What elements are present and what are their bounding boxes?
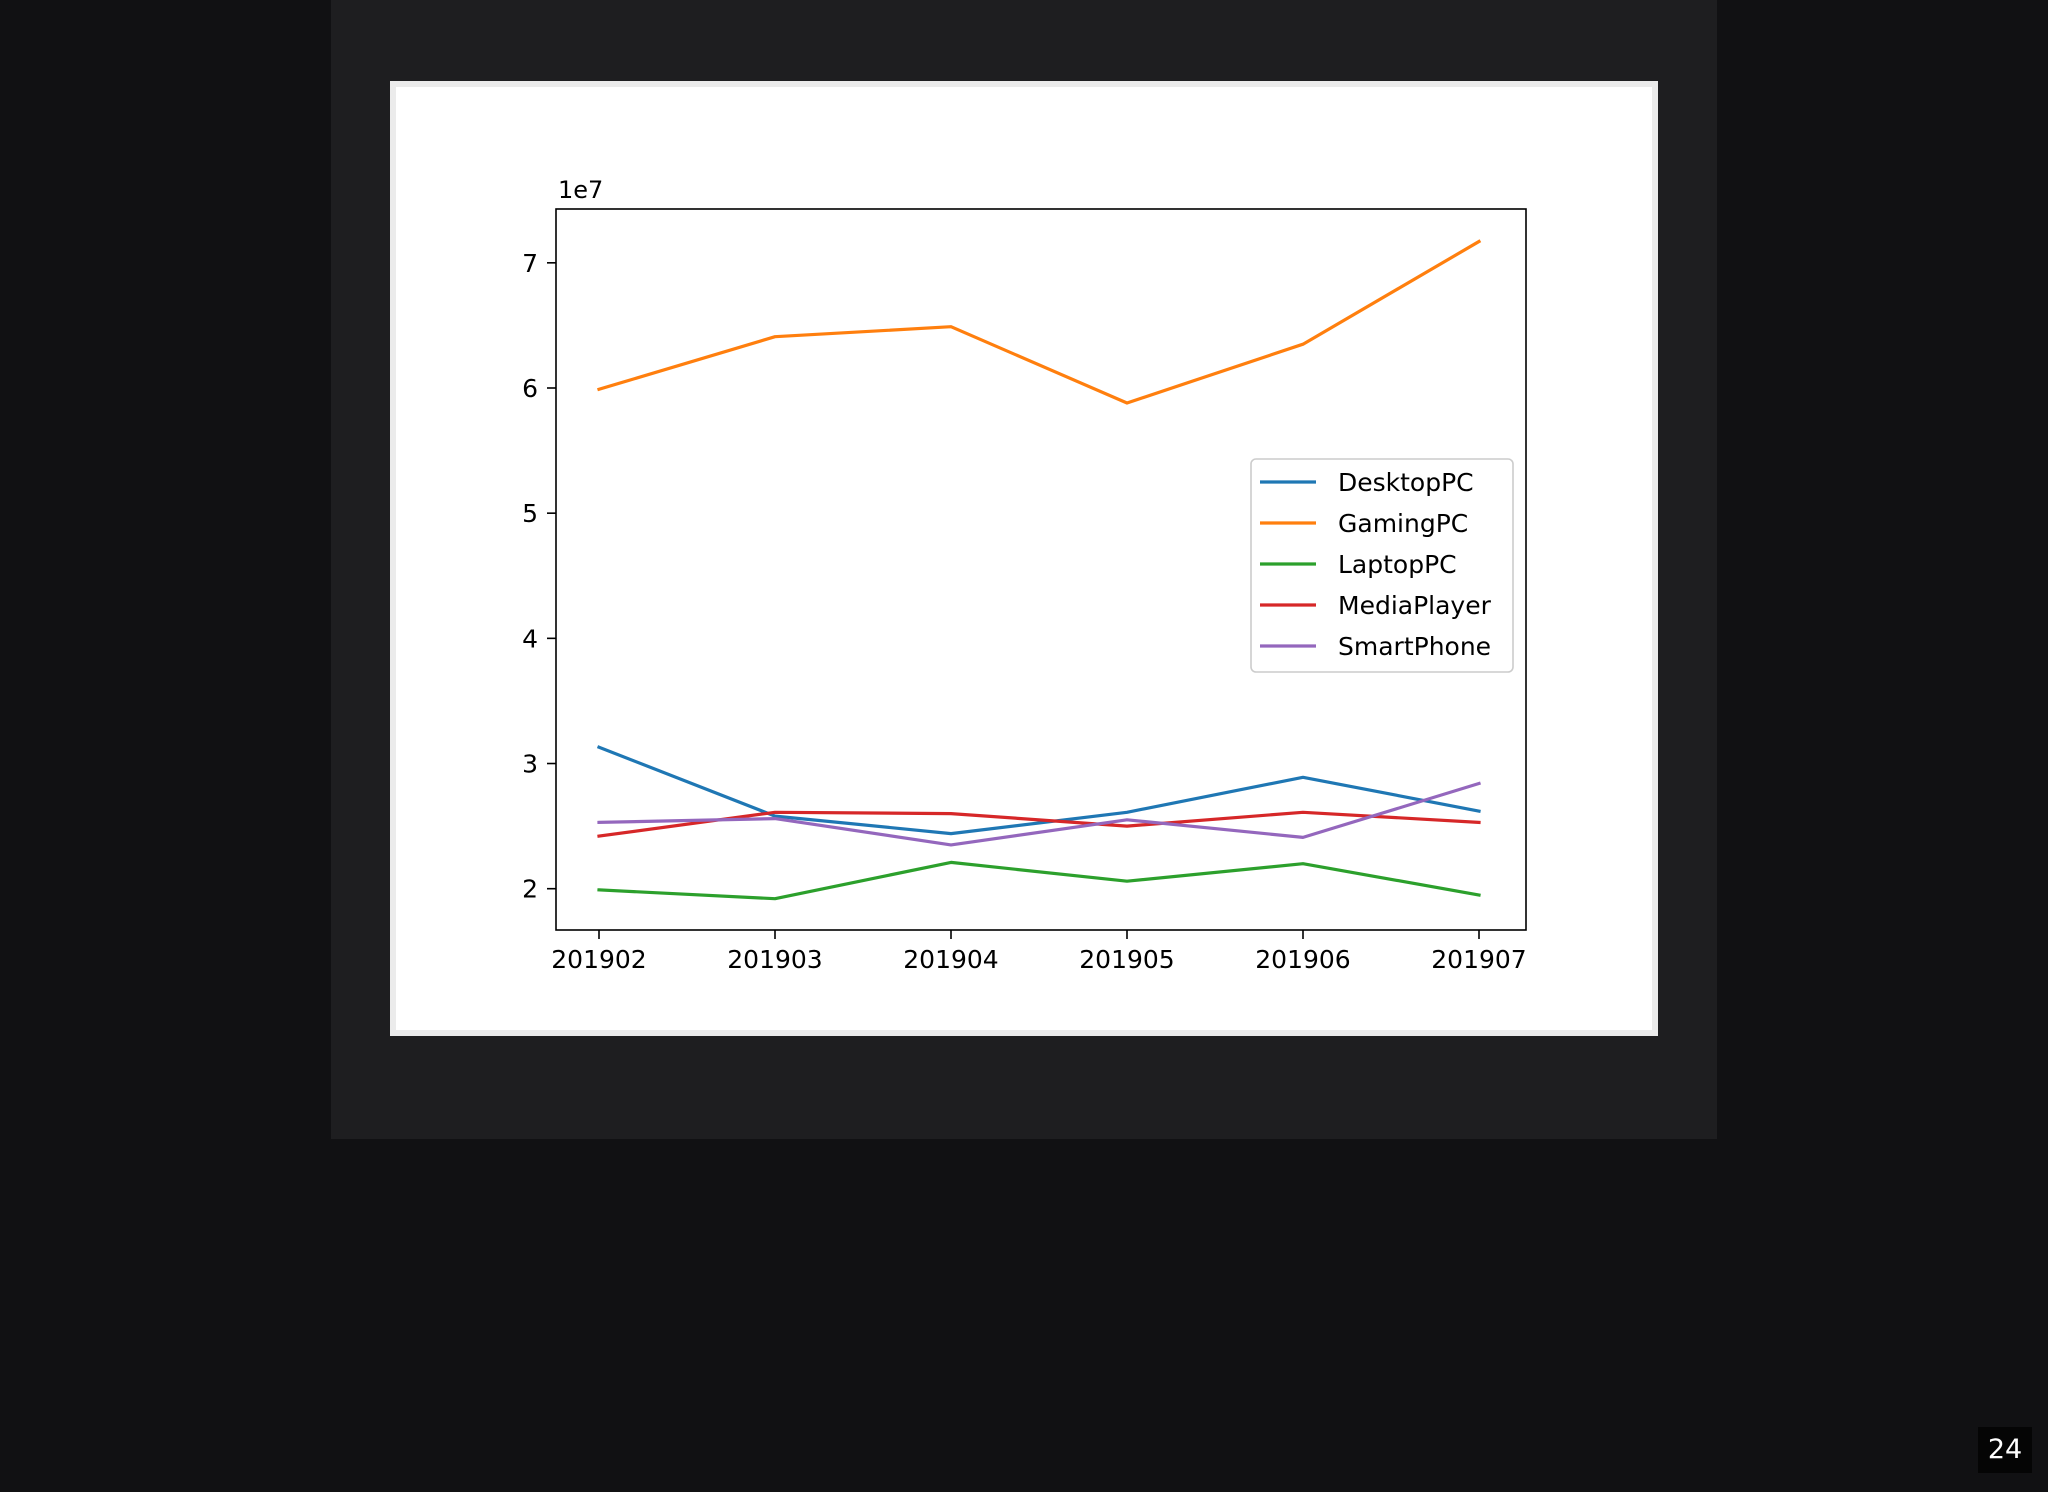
line-chart: 201902 201903 201904 201905 201906 201907 2 3 4 5… (522, 176, 1527, 974)
x-tick-label: 201904 (903, 945, 998, 974)
y-offset-label: 1e7 (558, 176, 603, 204)
series-line-laptoppc (597, 860, 1481, 901)
legend-label: SmartPhone (1338, 632, 1491, 661)
y-tick-label: 4 (522, 624, 538, 653)
y-tick-label: 5 (522, 499, 538, 528)
chart-canvas: 201902 201903 201904 201905 201906 201907 2 3 4 5… (396, 87, 1652, 1030)
y-tick-label: 6 (522, 374, 538, 403)
page-number-badge: 24 (1978, 1427, 2032, 1473)
x-tick-label: 201903 (727, 945, 822, 974)
axis-ticks: 201902 201903 201904 201905 201906 201907 2 3 4 5… (522, 249, 1527, 974)
legend-label: MediaPlayer (1338, 591, 1492, 620)
plot-frame (555, 208, 1527, 931)
x-tick-label: 201905 (1079, 945, 1174, 974)
plot-lines (596, 239, 1482, 901)
series-line-mediaplayer (597, 810, 1481, 838)
legend-label: DesktopPC (1338, 468, 1474, 497)
legend-label: LaptopPC (1338, 550, 1457, 579)
series-line-gamingpc (597, 239, 1482, 405)
y-tick-label: 7 (522, 249, 538, 278)
x-tick-label: 201906 (1255, 945, 1350, 974)
legend: DesktopPC GamingPC LaptopPC MediaPlayer Smar… (1250, 458, 1514, 673)
y-tick-label: 2 (522, 875, 538, 904)
x-tick-label: 201902 (551, 945, 646, 974)
y-tick-label: 3 (522, 750, 538, 779)
legend-label: GamingPC (1338, 509, 1468, 538)
x-tick-label: 201907 (1431, 945, 1526, 974)
series-line-desktoppc (596, 745, 1481, 836)
legend-box (1250, 458, 1514, 673)
chart-figure: 201902 201903 201904 201905 201906 201907 2 3 4 5… (390, 81, 1658, 1036)
series-line-smartphone (597, 781, 1481, 847)
